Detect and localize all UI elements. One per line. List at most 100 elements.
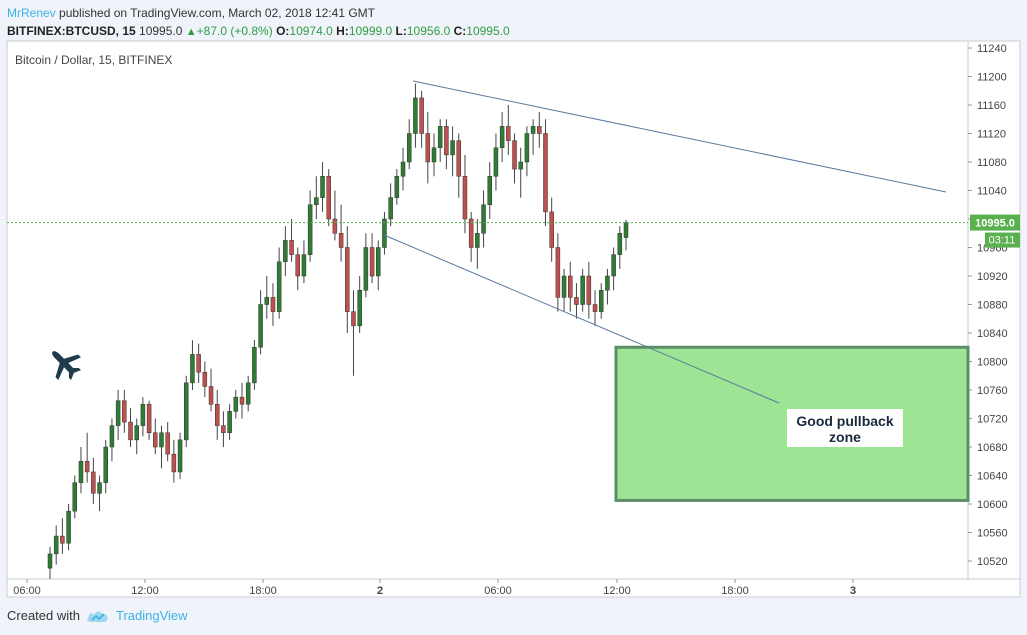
candle[interactable] bbox=[530, 119, 536, 155]
candle[interactable] bbox=[537, 112, 542, 148]
candle[interactable] bbox=[561, 268, 567, 312]
candle[interactable] bbox=[53, 525, 59, 565]
candle[interactable] bbox=[369, 233, 375, 284]
candle[interactable] bbox=[221, 411, 226, 447]
candle[interactable] bbox=[301, 240, 307, 284]
candle[interactable] bbox=[295, 247, 300, 291]
candle[interactable] bbox=[109, 418, 115, 462]
candle[interactable] bbox=[487, 162, 492, 219]
candle[interactable] bbox=[60, 518, 65, 554]
candle[interactable] bbox=[258, 290, 263, 355]
candle[interactable] bbox=[437, 119, 443, 162]
candle[interactable] bbox=[270, 283, 276, 326]
candle[interactable] bbox=[598, 283, 604, 319]
lower-trendline[interactable] bbox=[383, 234, 780, 404]
candle[interactable] bbox=[345, 226, 350, 333]
candle[interactable] bbox=[363, 233, 369, 298]
candle[interactable] bbox=[159, 425, 164, 469]
candle[interactable] bbox=[332, 190, 338, 241]
candle[interactable] bbox=[47, 546, 53, 579]
candle[interactable] bbox=[623, 219, 629, 251]
candle[interactable] bbox=[605, 268, 610, 305]
candle[interactable] bbox=[388, 183, 393, 227]
candle[interactable] bbox=[264, 276, 270, 319]
candle[interactable] bbox=[128, 407, 133, 447]
candle[interactable] bbox=[196, 343, 201, 383]
candle[interactable] bbox=[239, 382, 245, 419]
candle[interactable] bbox=[419, 90, 424, 148]
candle[interactable] bbox=[406, 119, 412, 170]
candle[interactable] bbox=[165, 422, 170, 462]
candle[interactable] bbox=[227, 404, 232, 440]
candle[interactable] bbox=[400, 147, 406, 191]
candle[interactable] bbox=[153, 418, 158, 455]
candle[interactable] bbox=[351, 290, 356, 376]
candle[interactable] bbox=[91, 457, 96, 504]
candle[interactable] bbox=[568, 261, 573, 312]
candle[interactable] bbox=[413, 83, 418, 148]
candle[interactable] bbox=[574, 283, 579, 319]
candle[interactable] bbox=[122, 390, 127, 433]
upper-trendline[interactable] bbox=[412, 80, 947, 193]
candle[interactable] bbox=[72, 475, 78, 519]
candle[interactable] bbox=[468, 211, 474, 262]
tradingview-link[interactable]: TradingView bbox=[86, 608, 188, 623]
candle[interactable] bbox=[134, 418, 139, 455]
candle[interactable] bbox=[84, 432, 90, 483]
candle[interactable] bbox=[338, 204, 344, 262]
candle[interactable] bbox=[146, 400, 152, 440]
candle[interactable] bbox=[499, 112, 505, 162]
candle[interactable] bbox=[431, 133, 437, 177]
candle[interactable] bbox=[214, 390, 220, 440]
candle[interactable] bbox=[326, 169, 331, 227]
candle[interactable] bbox=[475, 219, 480, 269]
candle[interactable] bbox=[425, 112, 431, 184]
candle[interactable] bbox=[481, 190, 486, 248]
candle[interactable] bbox=[245, 375, 251, 412]
candle[interactable] bbox=[252, 340, 257, 390]
candle[interactable] bbox=[512, 133, 517, 184]
candle[interactable] bbox=[233, 390, 239, 419]
candle[interactable] bbox=[617, 226, 623, 269]
candle[interactable] bbox=[202, 361, 208, 398]
candle[interactable] bbox=[171, 439, 177, 483]
candle[interactable] bbox=[376, 240, 381, 291]
candle[interactable] bbox=[283, 226, 288, 276]
candle[interactable] bbox=[456, 133, 462, 198]
candle[interactable] bbox=[177, 432, 183, 480]
author-link[interactable]: MrRenev bbox=[7, 6, 56, 20]
time-axis[interactable] bbox=[6, 578, 1021, 598]
candle[interactable] bbox=[190, 340, 195, 390]
candle[interactable] bbox=[97, 475, 102, 512]
candle[interactable] bbox=[462, 154, 468, 234]
candle[interactable] bbox=[555, 233, 561, 312]
price-axis[interactable] bbox=[967, 40, 1021, 580]
candle[interactable] bbox=[444, 119, 449, 170]
candle[interactable] bbox=[78, 447, 84, 494]
candle[interactable] bbox=[320, 162, 325, 212]
candle[interactable] bbox=[524, 126, 530, 177]
candle[interactable] bbox=[450, 126, 455, 177]
candle[interactable] bbox=[66, 504, 71, 551]
candle[interactable] bbox=[592, 290, 598, 326]
candle[interactable] bbox=[518, 147, 523, 198]
candle[interactable] bbox=[549, 197, 554, 262]
candle[interactable] bbox=[493, 133, 499, 191]
candle[interactable] bbox=[307, 190, 313, 262]
candle[interactable] bbox=[208, 368, 214, 412]
candle[interactable] bbox=[580, 268, 585, 312]
candle[interactable] bbox=[394, 169, 400, 205]
candle[interactable] bbox=[611, 247, 616, 291]
candle[interactable] bbox=[140, 397, 146, 437]
candle[interactable] bbox=[276, 247, 282, 319]
candle[interactable] bbox=[506, 105, 511, 155]
candle[interactable] bbox=[357, 276, 362, 333]
candle[interactable] bbox=[586, 261, 592, 319]
candle[interactable] bbox=[289, 219, 294, 262]
candle[interactable] bbox=[103, 439, 108, 494]
candle[interactable] bbox=[184, 375, 189, 447]
candle[interactable] bbox=[115, 390, 121, 440]
candle[interactable] bbox=[382, 211, 387, 255]
candle[interactable] bbox=[314, 176, 319, 219]
